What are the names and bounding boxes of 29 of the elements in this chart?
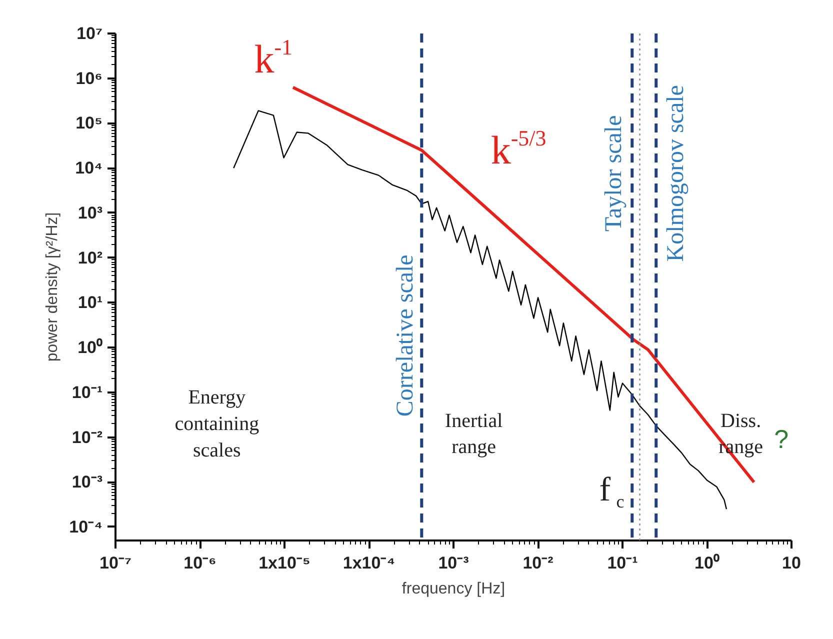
- x-tick-label: 10⁻²: [522, 554, 554, 572]
- y-axis-title: power density [γ²/Hz]: [44, 212, 62, 362]
- y-tick-label: 10⁵: [76, 114, 103, 133]
- x-tick-label: 1x10⁻⁵: [258, 554, 310, 572]
- x-tick-label: 10⁻⁶: [184, 554, 216, 572]
- x-tick-label: 1x10⁻⁴: [342, 554, 396, 572]
- y-tick-label: 10⁻²: [72, 428, 103, 447]
- annotation: ?: [774, 424, 789, 454]
- annotation: Inertial range: [444, 410, 504, 458]
- y-tick-label: 10⁻⁴: [69, 517, 103, 536]
- y-tick-label: 10⁷: [76, 24, 103, 43]
- y-tick-label: 10²: [78, 248, 103, 268]
- y-tick-label: 10¹: [78, 293, 103, 312]
- y-tick-label: 10⁻¹: [72, 382, 103, 402]
- x-tick-label: 10⁻⁷: [100, 554, 132, 572]
- x-tick-label: 10⁻¹: [607, 554, 638, 572]
- x-tick-label: 10⁰: [694, 554, 720, 572]
- annotation: Energy containing scales: [174, 386, 260, 462]
- ref-line-label: Kolmogorov scale: [663, 85, 690, 262]
- y-tick-label: 10⁶: [76, 68, 103, 88]
- ref-line-label: Correlative scale: [392, 254, 419, 417]
- y-tick-label: 10⁻³: [72, 472, 103, 492]
- x-tick-label: 10: [782, 554, 801, 572]
- y-tick-label: 10³: [78, 203, 103, 222]
- ref-line-label: Taylor scale: [601, 115, 628, 232]
- x-tick-label: 10⁻³: [438, 554, 470, 572]
- y-tick-label: 10⁴: [75, 158, 103, 178]
- x-axis-title: frequency [Hz]: [402, 580, 506, 598]
- y-tick-label: 10⁰: [78, 338, 103, 358]
